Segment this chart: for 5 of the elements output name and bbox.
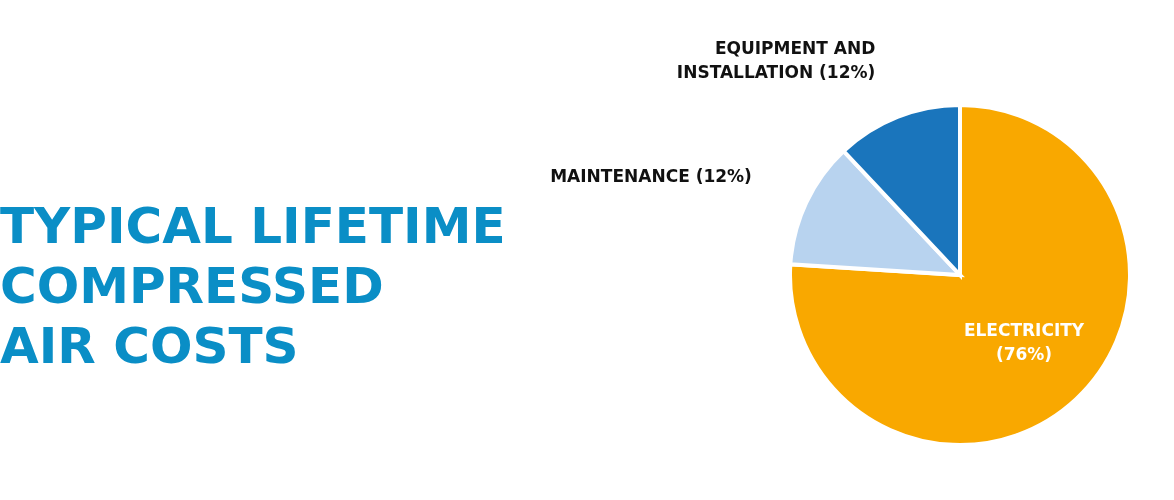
slice-label: MAINTENANCE (12%) (550, 166, 752, 187)
slice-label: ELECTRICITY (963, 320, 1085, 341)
text: TYPICAL LIFETIME COMPRESSED AIR COSTS (0, 197, 506, 375)
data-label: (76%) (995, 344, 1053, 365)
slice-label: EQUIPMENT AND INSTALLATION (12%) (676, 38, 876, 83)
